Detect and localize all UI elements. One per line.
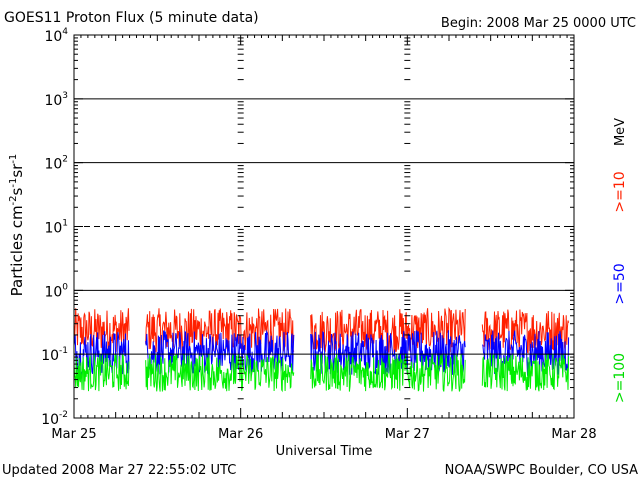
series-line-100mev — [145, 353, 295, 393]
y-tick-label: 101 — [44, 219, 68, 237]
y-tick-label: 103 — [44, 91, 68, 109]
source-credit: NOAA/SWPC Boulder, CO USA — [445, 463, 638, 478]
x-tick-label: Mar 25 — [51, 427, 96, 442]
grid-group — [74, 37, 574, 400]
x-tick-label: Mar 27 — [385, 427, 430, 442]
chart-title: GOES11 Proton Flux (5 minute data) — [4, 10, 259, 26]
y-tick-label: 100 — [44, 282, 68, 300]
begin-label: Begin: 2008 Mar 25 0000 UTC — [441, 16, 636, 31]
series-line-50mev — [145, 329, 295, 375]
x-tick-label: Mar 26 — [218, 427, 263, 442]
series-group — [73, 306, 570, 393]
y-tick-label: 102 — [44, 155, 68, 173]
y-tick-label: 104 — [44, 27, 68, 45]
x-axis-label: Universal Time — [276, 444, 373, 459]
series-line-10mev — [73, 308, 130, 353]
series-line-100mev — [481, 353, 570, 392]
x-tick-label: Mar 28 — [551, 427, 596, 442]
energy-unit-label: MeV — [613, 118, 628, 146]
updated-timestamp: Updated 2008 Mar 27 22:55:02 UTC — [2, 463, 236, 478]
legend-label-10mev: >=10 — [612, 171, 628, 212]
legend-label-50mev: >=50 — [612, 263, 628, 304]
series-line-10mev — [310, 306, 466, 353]
series-line-100mev — [73, 353, 130, 392]
legend-label-100mev: >=100 — [612, 353, 628, 403]
y-tick-label: 10-1 — [41, 346, 68, 364]
series-line-100mev — [310, 353, 466, 392]
y-axis-label: Particles cm-2s-1sr-1 — [8, 154, 26, 297]
y-tick-label: 10-2 — [41, 410, 68, 428]
